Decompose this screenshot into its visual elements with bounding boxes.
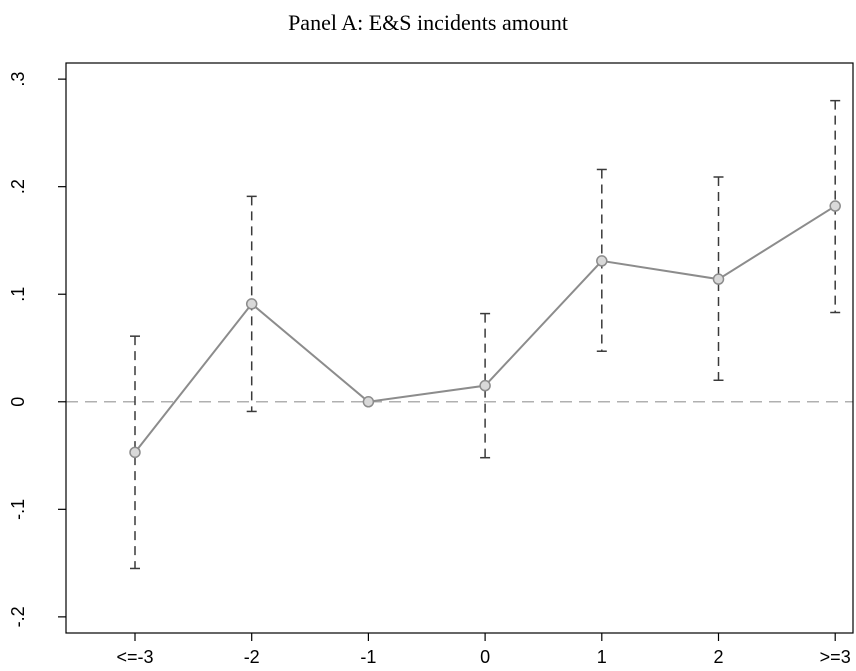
x-tick-label: 1 [597,647,607,667]
axis-layer: -.2 -.1 0 .1 .2 .3 <=-3 -2 -1 0 1 2 >=3 [8,62,854,667]
data-point [712,273,725,285]
y-tick-label: 0 [8,397,28,407]
x-tick-label: 0 [480,647,490,667]
data-point [596,255,608,267]
chart-title: Panel A: E&S incidents amount [288,10,568,35]
data-point [362,396,375,408]
error-bar [713,176,724,382]
data-point [479,379,491,392]
y-tick-label: -.2 [8,606,28,627]
x-tick-label: >=3 [820,647,851,667]
error-bar-layer [130,99,841,570]
data-point [829,200,841,212]
y-tick-label: -.1 [8,499,28,520]
data-point [129,446,141,459]
plot-frame [65,62,854,634]
x-tick-label: -2 [244,647,260,667]
error-bar [130,335,140,570]
y-tick-label: .2 [8,179,28,194]
data-point [245,298,258,310]
x-tick-label: 2 [713,647,723,667]
x-tick-label: -1 [360,647,376,667]
y-tick-label: .1 [8,287,28,302]
y-tick-label: .3 [8,72,28,87]
data-point-layer [129,200,841,459]
error-bar [480,312,491,459]
x-tick-label: <=-3 [116,647,153,667]
